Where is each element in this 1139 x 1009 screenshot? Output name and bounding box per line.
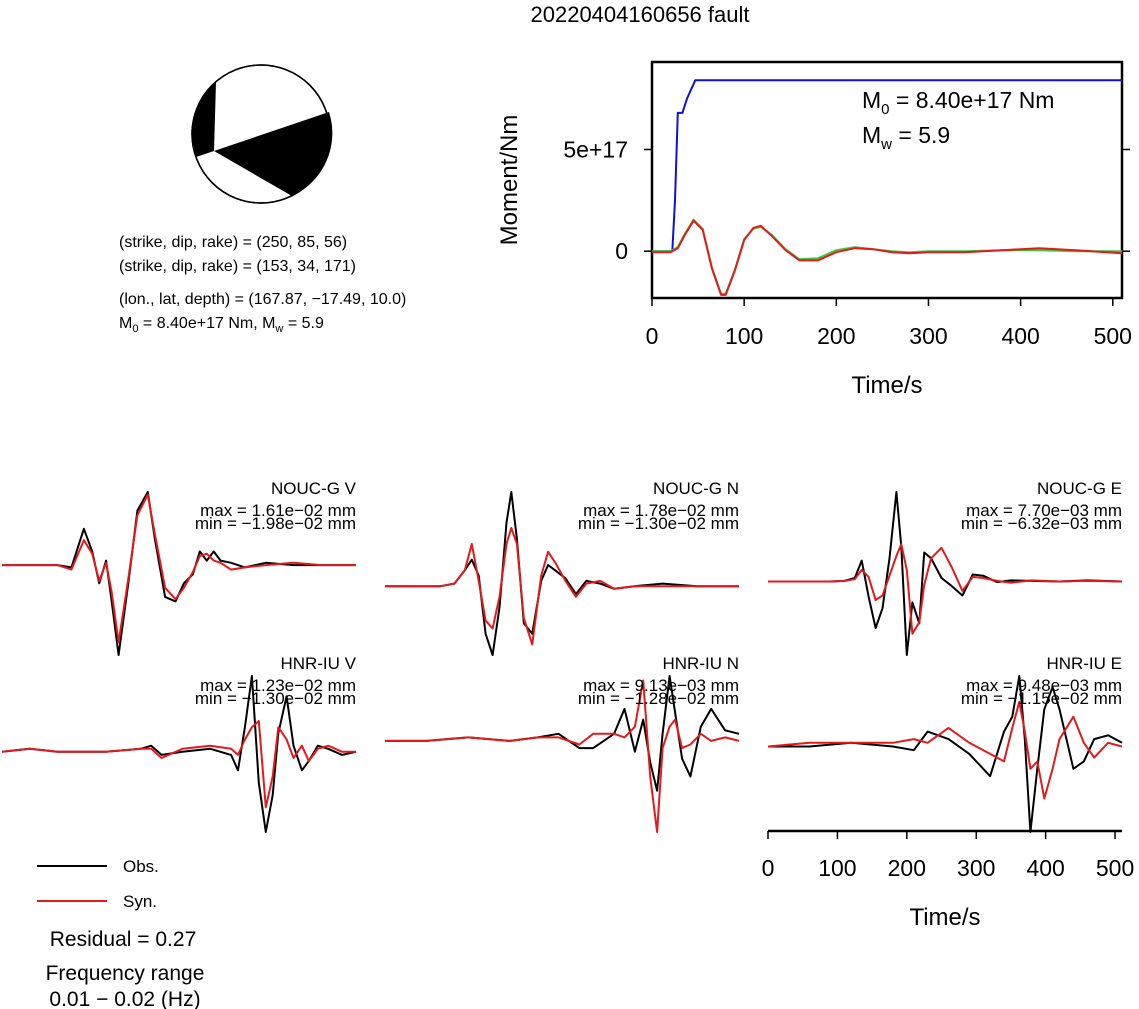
waveform-max-label: max = 9.48e−03 mm [966, 676, 1122, 695]
moment-xtick-label: 400 [1001, 323, 1039, 349]
moment-mw-label: Mw = 5.9 [862, 122, 950, 153]
waveform-min-label: min = −1.28e−02 mm [578, 689, 739, 708]
frequency-range-value: 0.01 − 0.02 (Hz) [49, 988, 200, 1009]
waveform-station-label: NOUC-G N [653, 479, 739, 498]
moment-xtick-label: 500 [1094, 323, 1132, 349]
waveform-xtick-label: 500 [1096, 855, 1134, 881]
moment-rate-panel: 0 100 200 300 400 500 0 5e+17 Time/s Moment/Nm [496, 60, 1132, 399]
waveform-station-label: NOUC-G E [1037, 479, 1122, 498]
moment-series-red [652, 219, 1123, 296]
waveform-station-label: HNR-IU N [663, 654, 740, 673]
nodal-plane-2: (strike, dip, rake) = (153, 34, 171) [119, 258, 356, 275]
waveform-min-label: min = −1.30e−02 mm [578, 514, 739, 533]
focal-mechanism-beachball [191, 64, 333, 204]
beachball-compression-quadrant-right [214, 112, 333, 196]
moment-m0-label: M0 = 8.40e+17 Nm [862, 87, 1054, 118]
beachball-outline-stroke [191, 64, 331, 204]
moment-ytick-label: 0 [615, 238, 628, 264]
waveform-synthetic [385, 679, 740, 833]
residual-text: Residual = 0.27 [50, 928, 197, 951]
waveform-xlabel: Time/s [909, 904, 980, 931]
moment-xtick-label: 200 [817, 323, 855, 349]
waveform-synthetic [385, 527, 739, 646]
moment-summary: M0 = 8.40e+17 Nm, Mw = 5.9 [119, 315, 324, 335]
moment-ylabel: Moment/Nm [496, 115, 523, 246]
moment-ytick-label: 5e+17 [563, 136, 628, 162]
waveform-min-label: min = −1.98e−02 mm [195, 514, 356, 533]
figure-title: 20220404160656 fault [531, 2, 750, 27]
moment-xtick-label: 0 [646, 323, 659, 349]
waveform-max-label: max = 1.23e−02 mm [200, 676, 356, 695]
waveform-max-label: max = 9.13e−03 mm [583, 676, 739, 695]
waveform-station-label: HNR-IU V [280, 654, 356, 673]
waveform-xtick-label: 400 [1026, 855, 1064, 881]
waveform-observed [768, 675, 1123, 833]
legend-syn-label: Syn. [123, 892, 157, 911]
waveform-synthetic [768, 543, 1123, 635]
moment-plot-frame [650, 60, 1124, 300]
moment-xlabel: Time/s [851, 372, 922, 399]
source-location: (lon., lat, depth) = (167.87, −17.49, 10… [119, 291, 406, 308]
waveform-station-label: NOUC-G V [271, 479, 357, 498]
waveform-synthetic [767, 700, 1123, 800]
beachball-compression-quadrant-left [192, 82, 216, 157]
waveform-min-label: min = −6.32e−03 mm [961, 514, 1122, 533]
waveform-xtick-label: 200 [888, 855, 926, 881]
waveform-station-label: HNR-IU E [1046, 654, 1122, 673]
moment-series-blue [652, 79, 1122, 253]
waveform-synthetic [1, 720, 356, 809]
waveform-xtick-label: 100 [818, 855, 856, 881]
waveform-xtick-label: 0 [762, 855, 775, 881]
waveform-max-label: max = 1.61e−02 mm [200, 501, 356, 520]
waveform-min-label: min = −1.15e−02 mm [961, 689, 1122, 708]
waveform-xtick-label: 300 [957, 855, 995, 881]
waveform-synthetic [2, 493, 356, 644]
waveform-max-label: max = 7.70e−03 mm [966, 501, 1122, 520]
moment-series-green [652, 218, 1122, 295]
legend: Obs. Syn. [37, 857, 159, 911]
moment-panel-labels: M0 = 8.40e+17 Nm Mw = 5.9 [862, 87, 1054, 153]
frequency-range-title: Frequency range [46, 962, 205, 985]
legend-obs-label: Obs. [123, 857, 159, 876]
mechanism-text: (strike, dip, rake) = (250, 85, 56) (str… [119, 234, 406, 335]
nodal-plane-1: (strike, dip, rake) = (250, 85, 56) [119, 234, 347, 251]
waveform-min-label: min = −1.30e−02 mm [195, 689, 356, 708]
moment-xtick-label: 300 [909, 323, 947, 349]
waveform-max-label: max = 1.78e−02 mm [583, 501, 739, 520]
moment-xtick-label: 100 [725, 323, 763, 349]
